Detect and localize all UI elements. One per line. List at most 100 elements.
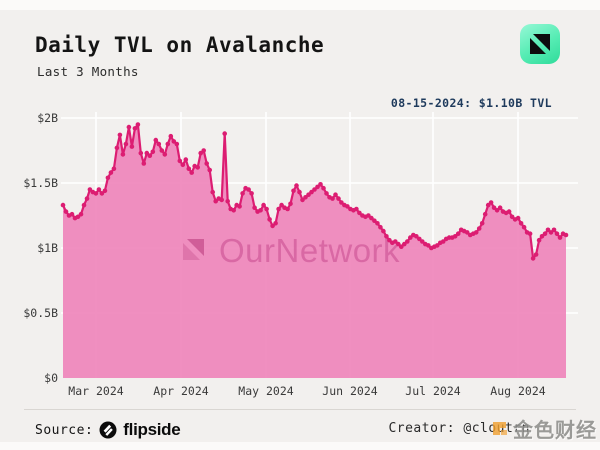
data-point [297,189,302,195]
data-point [455,231,461,236]
data-point [309,189,314,195]
data-point [420,239,425,244]
data-point [506,209,512,214]
y-axis-label: $0.5B [23,306,58,320]
data-point [201,148,206,153]
data-point [153,137,159,143]
ournetwork-logo-badge [520,24,560,64]
data-point [557,235,563,240]
data-point [168,133,174,139]
data-point [126,124,132,130]
data-point [63,209,69,214]
data-point [177,158,183,164]
data-point [405,239,410,244]
data-point [473,230,479,235]
data-point [210,189,215,195]
area-fill [63,124,566,378]
data-point [518,221,524,226]
flipside-logo-icon [99,421,117,439]
data-point [141,161,147,166]
data-point [114,145,120,151]
source-attribution: Source: flipside [35,420,181,440]
data-point [369,215,374,221]
data-point [548,230,554,235]
data-point [551,227,557,233]
data-point [345,204,350,209]
data-point [138,150,144,156]
data-point [270,223,275,229]
data-point [333,192,338,197]
data-point [237,204,242,209]
data-point [165,141,171,147]
data-point [545,227,551,233]
ournetwork-logo-icon [520,34,560,68]
data-point [372,218,377,223]
data-point [491,205,497,210]
data-point [384,234,389,239]
data-point [105,175,111,181]
data-point [393,239,398,244]
data-point [336,196,341,201]
data-point [108,170,114,175]
data-point [258,208,263,213]
y-axis-label: $0 [44,371,58,385]
data-point [515,215,521,221]
data-point [252,205,257,210]
data-point [291,188,296,194]
data-point [111,166,117,171]
source-label: Source: [35,422,94,438]
data-point [204,161,209,166]
data-point [81,202,87,208]
data-point [330,196,335,201]
data-point [117,132,123,138]
x-axis-label: Apr 2024 [153,384,209,398]
data-point [246,187,251,192]
data-point [417,236,422,242]
data-point [527,231,533,236]
data-point [120,152,126,157]
data-point [339,200,344,205]
data-point [509,214,515,220]
data-point [402,241,407,247]
data-point [312,187,317,192]
data-point [132,126,138,131]
y-axis-label: $2B [37,111,58,125]
data-point [249,191,254,196]
data-point [315,184,320,190]
data-point [539,234,545,239]
x-axis-label: Aug 2024 [490,384,546,398]
data-point [276,206,281,212]
x-axis-label: Jun 2024 [322,384,378,398]
data-point [357,210,362,216]
data-point [171,139,177,144]
data-point [563,232,569,238]
data-point [488,200,494,205]
data-point [476,226,482,231]
data-point [174,141,180,147]
data-point [156,141,162,147]
data-point [162,152,168,157]
data-point [150,149,156,155]
data-point [318,182,323,187]
data-point [300,197,305,203]
data-point [303,195,308,200]
data-point [240,191,245,196]
footer-divider [24,409,576,410]
x-axis-label: Jul 2024 [405,384,461,398]
data-point [479,221,485,226]
page-title: Daily TVL on Avalanche [35,33,325,57]
data-point [93,191,99,196]
page-subtitle: Last 3 Months [37,64,139,79]
data-point [452,234,458,239]
data-point [96,187,102,192]
last-value-annotation: 08-15-2024: $1.10B TVL [390,96,552,110]
data-point [159,148,165,153]
data-point [542,231,548,236]
data-point [399,244,404,249]
data-point [482,211,488,217]
data-point [273,221,278,226]
data-point [75,214,81,220]
data-point [533,252,539,257]
data-point [521,224,527,230]
